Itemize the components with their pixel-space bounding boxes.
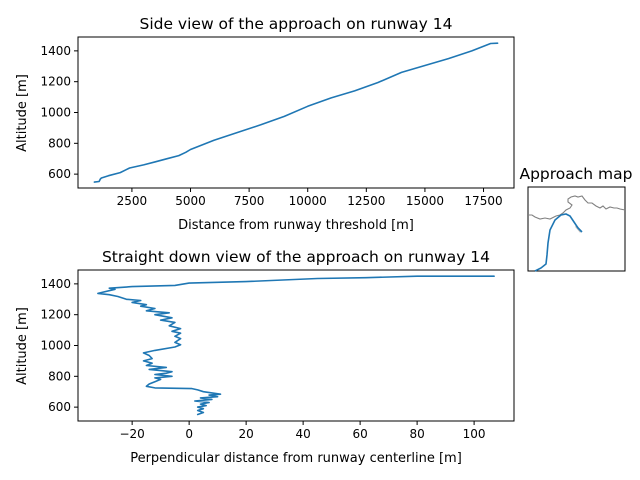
down-view-xtick-label: −20 [119, 427, 144, 441]
down-view-xtick-label: 40 [295, 427, 310, 441]
down-view-deviation-line [97, 275, 495, 416]
side-view-altitude-line [93, 42, 499, 183]
down-view-xtick-label: 60 [352, 427, 367, 441]
side-view-ticks: 2500 5000 7500 10000 12500 15000 17500 600 800 10… [40, 44, 502, 208]
side-view-axes-frame [77, 36, 515, 189]
side-view-ytick-label: 800 [48, 136, 71, 150]
down-view-xlabel: Perpendicular distance from runway cente… [130, 451, 462, 466]
down-view-xtick-label: 0 [185, 427, 193, 441]
down-view-ytick-label: 600 [48, 400, 71, 414]
side-view-xtick-label: 10000 [289, 194, 327, 208]
down-view-axes-frame [77, 269, 515, 422]
side-view-xtick-label: 7500 [234, 194, 265, 208]
side-view-ytick-label: 1400 [40, 44, 71, 58]
down-view-xtick-label: 80 [409, 427, 424, 441]
side-view-xtick-label: 5000 [175, 194, 206, 208]
side-view-ytick-label: 1000 [40, 106, 71, 120]
side-view-chart: Side view of the approach on runway 14 A… [15, 15, 515, 233]
down-view-xtick-label: 100 [463, 427, 486, 441]
side-view-ytick-label: 600 [48, 167, 71, 181]
side-view-xtick-label: 17500 [464, 194, 502, 208]
down-view-ytick-label: 1000 [40, 339, 71, 353]
side-view-ytick-label: 1200 [40, 75, 71, 89]
down-view-ytick-label: 1200 [40, 308, 71, 322]
side-view-xtick-label: 2500 [117, 194, 148, 208]
side-view-title: Side view of the approach on runway 14 [139, 15, 452, 33]
down-view-ytick-label: 800 [48, 369, 71, 383]
map-coastline-outline [528, 195, 626, 220]
down-view-chart: Straight down view of the approach on ru… [15, 248, 515, 466]
down-view-xtick-label: 20 [238, 427, 253, 441]
approach-map-title: Approach map [519, 165, 632, 183]
approach-map-frame [527, 186, 626, 272]
down-view-title: Straight down view of the approach on ru… [102, 248, 490, 266]
down-view-ytick-label: 1400 [40, 277, 71, 291]
down-view-ticks: −20 0 20 40 60 80 100 600 800 1000 1200 1400 [40, 277, 485, 441]
approach-map-inset: Approach map [519, 165, 633, 272]
side-view-xlabel: Distance from runway threshold [m] [178, 218, 414, 233]
map-approach-track [534, 213, 583, 272]
side-view-xtick-label: 15000 [406, 194, 444, 208]
down-view-ylabel: Altitude [m] [15, 307, 30, 385]
side-view-xtick-label: 12500 [347, 194, 385, 208]
side-view-ylabel: Altitude [m] [15, 74, 30, 152]
